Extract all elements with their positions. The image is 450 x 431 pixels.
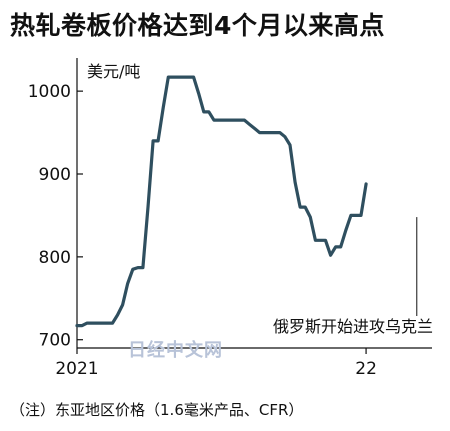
footnote: （注）东亚地区价格（1.6毫米产品、CFR） bbox=[10, 401, 304, 419]
annotation-text: 俄罗斯开始进攻乌克兰 bbox=[273, 317, 433, 336]
y-tick-label: 900 bbox=[39, 165, 71, 185]
chart-title: 热轧卷板价格达到4个月以来高点 bbox=[10, 11, 385, 40]
x-tick-label: 22 bbox=[355, 359, 377, 379]
x-tick-label: 2021 bbox=[55, 359, 98, 379]
y-tick-label: 800 bbox=[39, 248, 71, 268]
y-tick-label: 1000 bbox=[28, 82, 71, 102]
y-axis: 700 800 900 1000 bbox=[28, 58, 83, 351]
y-axis-unit: 美元/吨 bbox=[87, 62, 140, 81]
x-axis: 2021 22 bbox=[55, 347, 432, 379]
price-line bbox=[75, 75, 368, 328]
y-tick-label: 700 bbox=[39, 331, 71, 351]
watermark: 日经中文网 bbox=[128, 339, 223, 361]
